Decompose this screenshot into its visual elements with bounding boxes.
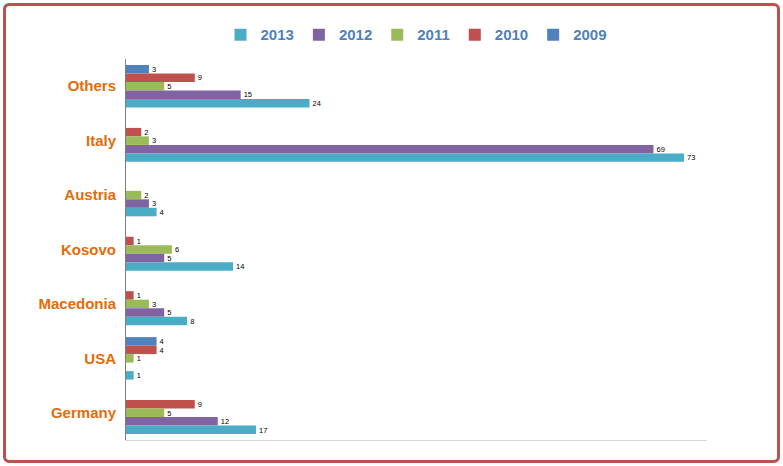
svg-text:3: 3 xyxy=(152,199,156,208)
svg-text:5: 5 xyxy=(167,308,171,317)
svg-text:5: 5 xyxy=(167,82,171,91)
svg-text:4: 4 xyxy=(160,337,164,346)
svg-text:24: 24 xyxy=(312,99,320,108)
svg-text:15: 15 xyxy=(244,90,252,99)
svg-text:Italy: Italy xyxy=(86,132,117,149)
svg-text:Germany: Germany xyxy=(51,404,117,421)
svg-text:Macedonia: Macedonia xyxy=(38,295,116,312)
svg-text:2009: 2009 xyxy=(573,26,606,43)
svg-text:Others: Others xyxy=(68,77,116,94)
svg-text:2010: 2010 xyxy=(495,26,528,43)
svg-text:2013: 2013 xyxy=(261,26,294,43)
svg-text:1: 1 xyxy=(137,354,141,363)
svg-text:3: 3 xyxy=(152,136,156,145)
svg-text:4: 4 xyxy=(160,208,164,217)
svg-text:1: 1 xyxy=(137,371,141,380)
svg-text:8: 8 xyxy=(190,317,194,326)
svg-text:Kosovo: Kosovo xyxy=(61,241,116,258)
svg-text:9: 9 xyxy=(198,400,202,409)
svg-text:1: 1 xyxy=(137,291,141,300)
svg-text:3: 3 xyxy=(152,65,156,74)
svg-text:Austria: Austria xyxy=(64,186,116,203)
svg-text:9: 9 xyxy=(198,73,202,82)
svg-text:2011: 2011 xyxy=(417,26,450,43)
svg-text:5: 5 xyxy=(167,409,171,418)
svg-text:USA: USA xyxy=(84,350,116,367)
svg-text:2: 2 xyxy=(144,128,148,137)
svg-text:12: 12 xyxy=(221,417,229,426)
svg-text:4: 4 xyxy=(160,346,164,355)
svg-text:2: 2 xyxy=(144,191,148,200)
svg-text:2012: 2012 xyxy=(339,26,372,43)
svg-text:69: 69 xyxy=(656,145,664,154)
svg-text:1: 1 xyxy=(137,237,141,246)
svg-text:6: 6 xyxy=(175,245,179,254)
svg-text:14: 14 xyxy=(236,262,244,271)
svg-text:5: 5 xyxy=(167,254,171,263)
svg-text:3: 3 xyxy=(152,300,156,309)
svg-text:73: 73 xyxy=(687,153,695,162)
svg-text:17: 17 xyxy=(259,426,267,435)
